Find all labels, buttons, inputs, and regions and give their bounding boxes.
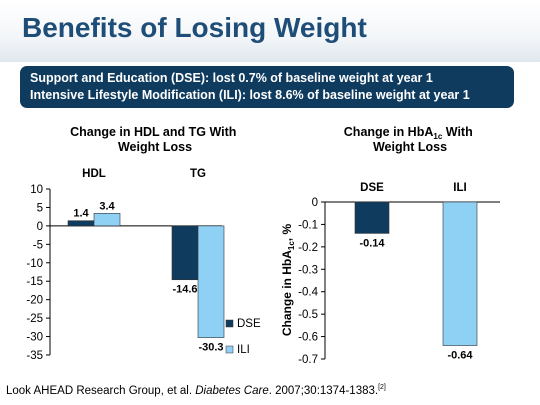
right-data-label: -0.64 bbox=[447, 350, 473, 362]
right-y-label-part: Change in HbA bbox=[280, 250, 294, 336]
left-bar-dse bbox=[67, 220, 95, 227]
left-data-label: -14.6 bbox=[172, 284, 197, 296]
legend-label: ILI bbox=[237, 344, 250, 356]
right-y-tick-label: -0.2 bbox=[298, 242, 318, 254]
right-y-label-sub: 1c bbox=[287, 241, 296, 250]
right-chart: 0 -0.1 -0.2 -0.3 -0.4 -0.5 -0.6 -0.7 Change in H… bbox=[280, 182, 500, 366]
left-y-tick-label: -30 bbox=[26, 332, 43, 344]
left-category-label: HDL bbox=[82, 168, 106, 180]
left-chart: 10 5 0 -5 -10 -15 -20 -25 -30 -35 HDL TG 1.4 -14.6 3.4… bbox=[26, 168, 261, 362]
title-bar: Benefits of Losing Weight bbox=[0, 0, 540, 62]
left-data-label: 3.4 bbox=[99, 200, 115, 212]
left-bar-dse bbox=[171, 225, 199, 281]
left-bar-ili bbox=[93, 213, 121, 227]
banner-line-ili: Intensive Lifestyle Modification (ILI): … bbox=[30, 88, 470, 102]
citation: Look AHEAD Research Group, et al. Diabet… bbox=[6, 384, 386, 397]
right-bar-dse bbox=[354, 201, 390, 234]
citation-authors: Look AHEAD Research Group, et al. bbox=[6, 384, 196, 397]
right-y-tick-label: 0 bbox=[312, 197, 318, 209]
right-y-tick-label: -0.1 bbox=[298, 219, 318, 231]
right-category-label: ILI bbox=[453, 182, 466, 194]
left-y-tick-label: -25 bbox=[26, 313, 43, 325]
left-y-tick-label: 5 bbox=[37, 202, 43, 214]
citation-journal: Diabetes Care bbox=[195, 384, 269, 397]
left-y-tick-label: -10 bbox=[26, 258, 43, 270]
right-chart-title: Change in HbA1c With Weight Loss bbox=[344, 125, 476, 154]
right-y-tick-label: -0.4 bbox=[298, 287, 318, 299]
summary-banner: Support and Education (DSE): lost 0.7% o… bbox=[20, 66, 514, 108]
right-y-tick-label: -0.7 bbox=[298, 354, 318, 366]
left-y-tick-label: 0 bbox=[37, 221, 43, 233]
banner-line-dse: Support and Education (DSE): lost 0.7% o… bbox=[30, 71, 433, 85]
right-y-axis-label: Change in HbA1c, % bbox=[280, 224, 296, 337]
legend-swatch-dse bbox=[225, 319, 234, 328]
legend-swatch-ili bbox=[225, 345, 234, 354]
left-data-label: 1.4 bbox=[73, 208, 89, 220]
right-y-tick-label: -0.5 bbox=[298, 309, 318, 321]
right-y-tick-label: -0.3 bbox=[298, 264, 318, 276]
left-y-tick-label: -15 bbox=[26, 276, 43, 288]
left-chart-title: Change in HDL and TG With Weight Loss bbox=[70, 125, 240, 154]
citation-ref: [2] bbox=[378, 384, 386, 391]
left-y-tick-label: -35 bbox=[26, 350, 43, 362]
right-data-label: -0.14 bbox=[359, 237, 385, 249]
right-y-tick-label: -0.6 bbox=[298, 332, 318, 344]
left-y-tick-label: 10 bbox=[30, 184, 43, 196]
left-category-label: TG bbox=[190, 168, 206, 180]
slide-title: Benefits of Losing Weight bbox=[22, 12, 367, 43]
right-category-label: DSE bbox=[360, 182, 384, 194]
left-y-tick-label: -5 bbox=[33, 239, 43, 251]
citation-details: . 2007;30:1374-1383. bbox=[268, 384, 379, 397]
left-bar-ili bbox=[197, 225, 225, 338]
right-y-label-part: , % bbox=[280, 224, 294, 242]
left-data-label: -30.3 bbox=[198, 342, 223, 354]
left-y-tick-label: -20 bbox=[26, 295, 43, 307]
right-bar-ili bbox=[442, 201, 478, 346]
legend-label: DSE bbox=[237, 318, 261, 330]
